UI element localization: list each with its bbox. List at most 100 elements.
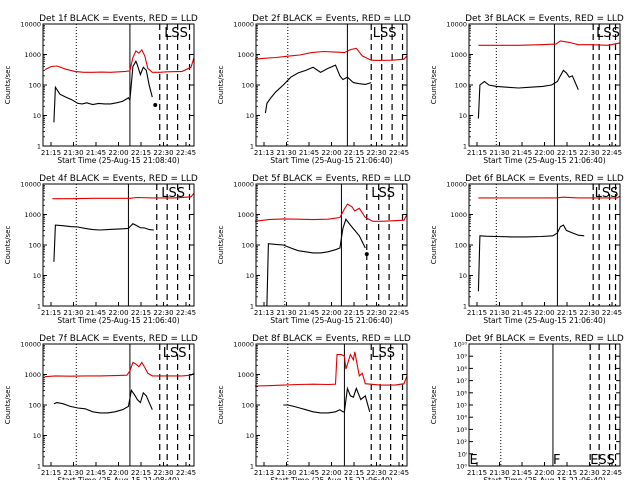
y-tick-label: 10000 — [233, 341, 254, 349]
annotation-label: LSS — [373, 26, 397, 41]
panel-det-5: Det 5f BLACK = Events, RED = LLD Counts/s… — [217, 174, 411, 325]
x-tick-label: 22:45 — [389, 469, 409, 477]
x-tick-label: 21:45 — [512, 149, 532, 157]
x-tick-label: 22:15 — [557, 149, 577, 157]
x-tick-label: 22:45 — [602, 309, 622, 317]
x-tick-label: 22:45 — [176, 149, 196, 157]
annotation-label: LSS — [371, 186, 395, 201]
y-tick-label: 10000 — [20, 341, 41, 349]
x-tick-label: 21:30 — [63, 469, 83, 477]
series-events-line — [266, 218, 366, 307]
y-tick-label: 10⁸ — [456, 365, 467, 373]
x-tick-label: 21:45 — [512, 309, 532, 317]
x-tick-label: 21:45 — [299, 149, 319, 157]
y-tick-label: 1 — [37, 463, 41, 471]
y-axis-label: Counts/sec — [430, 226, 438, 265]
x-tick-label: 22:30 — [579, 469, 599, 477]
x-axis-label: Start Time (25-Aug-15 21:06:40) — [270, 476, 392, 480]
x-tick-label: 22:15 — [557, 469, 577, 477]
panel-title: Det 5f BLACK = Events, RED = LLD — [252, 174, 411, 184]
series-events-line — [53, 60, 153, 123]
x-tick-label: 21:45 — [512, 469, 532, 477]
panel-title: Det 1f BLACK = Events, RED = LLD — [39, 14, 198, 24]
series-lld-line — [254, 351, 408, 387]
y-tick-label: 1000 — [450, 211, 467, 219]
plot-frame — [468, 183, 621, 307]
y-tick-label: 1000 — [237, 371, 254, 379]
panel-title: Det 9f BLACK = Events, RED = LLD — [465, 334, 624, 344]
annotation-label: E — [469, 453, 477, 468]
y-tick-label: 100 — [242, 242, 254, 250]
y-tick-label: 1000 — [237, 51, 254, 59]
y-tick-label: 10² — [456, 438, 467, 446]
data-point — [153, 103, 158, 108]
panel-det-2: Det 2f BLACK = Events, RED = LLD Counts/s… — [217, 14, 411, 165]
series-lld-line — [44, 361, 195, 378]
y-axis-label: Counts/sec — [430, 66, 438, 105]
y-tick-label: 10¹⁰ — [454, 341, 468, 349]
y-tick-label: 1000 — [24, 51, 41, 59]
y-tick-label: 1 — [37, 303, 41, 311]
y-tick-label: 10000 — [20, 181, 41, 189]
x-tick-label: 22:30 — [366, 149, 386, 157]
panel-title: Det 2f BLACK = Events, RED = LLD — [252, 14, 411, 24]
annotation-label: LSS — [595, 186, 619, 201]
x-tick-label: 22:15 — [131, 149, 151, 157]
y-tick-label: 10000 — [233, 21, 254, 29]
x-tick-label: 22:00 — [321, 469, 341, 477]
y-tick-label: 10⁷ — [456, 377, 467, 385]
y-tick-label: 10⁰ — [456, 463, 467, 471]
x-tick-label: 22:45 — [176, 309, 196, 317]
series-events-line — [53, 389, 153, 414]
x-tick-label: 21:45 — [299, 309, 319, 317]
panel-det-6: Det 6f BLACK = Events, RED = LLD Counts/s… — [430, 174, 624, 325]
y-tick-label: 1 — [250, 463, 254, 471]
panel-title: Det 6f BLACK = Events, RED = LLD — [465, 174, 624, 184]
x-tick-label: 22:30 — [366, 469, 386, 477]
annotation-label: LSS — [161, 186, 185, 201]
x-tick-label: 22:00 — [321, 149, 341, 157]
series-lld-line — [52, 192, 195, 200]
series-lld-line — [254, 203, 408, 222]
series-events-line — [264, 64, 372, 114]
panel-title: Det 3f BLACK = Events, RED = LLD — [465, 14, 624, 24]
y-tick-label: 100 — [29, 402, 41, 410]
y-axis-label: Counts/sec — [217, 66, 225, 105]
x-tick-label: 22:45 — [176, 469, 196, 477]
y-tick-label: 10000 — [446, 181, 467, 189]
y-tick-label: 10 — [459, 272, 467, 280]
annotation-label: LSS — [164, 26, 188, 41]
series-lld-line — [478, 195, 621, 199]
y-axis-label: Counts/sec — [430, 386, 438, 425]
panel-det-9: Det 9f BLACK = Events, RED = LLD Counts/s… — [430, 334, 624, 480]
y-tick-label: 10 — [459, 112, 467, 120]
y-tick-label: 100 — [455, 82, 467, 90]
y-tick-label: 10 — [246, 272, 254, 280]
plot-frame — [42, 183, 195, 307]
x-tick-label: 22:15 — [557, 309, 577, 317]
x-tick-label: 22:00 — [108, 309, 128, 317]
y-tick-label: 100 — [29, 82, 41, 90]
x-tick-label: 21:13 — [254, 309, 274, 317]
y-tick-label: 10 — [33, 432, 41, 440]
x-tick-label: 22:45 — [389, 309, 409, 317]
x-tick-label: 22:00 — [534, 149, 554, 157]
y-tick-label: 10⁹ — [456, 353, 467, 361]
x-axis-label: Start Time (25-Aug-15 21:06:40) — [270, 156, 392, 165]
x-tick-label: 22:30 — [153, 309, 173, 317]
x-tick-label: 21:45 — [299, 469, 319, 477]
y-tick-label: 10 — [33, 112, 41, 120]
y-axis-label: Counts/sec — [217, 226, 225, 265]
y-tick-label: 10⁵ — [456, 402, 467, 410]
x-axis-label: Start Time (25-Aug-15 21:06:40) — [483, 156, 605, 165]
y-axis-label: Counts/sec — [217, 386, 225, 425]
x-tick-label: 22:30 — [153, 149, 173, 157]
y-tick-label: 10 — [33, 272, 41, 280]
plot-frame — [255, 23, 408, 147]
plot-frame — [255, 343, 408, 467]
x-tick-label: 21:30 — [489, 149, 509, 157]
panel-det-7: Det 7f BLACK = Events, RED = LLD Counts/s… — [4, 334, 198, 480]
panel-title: Det 4f BLACK = Events, RED = LLD — [39, 174, 198, 184]
x-tick-label: 22:30 — [579, 149, 599, 157]
panel-det-3: Det 3f BLACK = Events, RED = LLD Counts/s… — [430, 14, 624, 165]
